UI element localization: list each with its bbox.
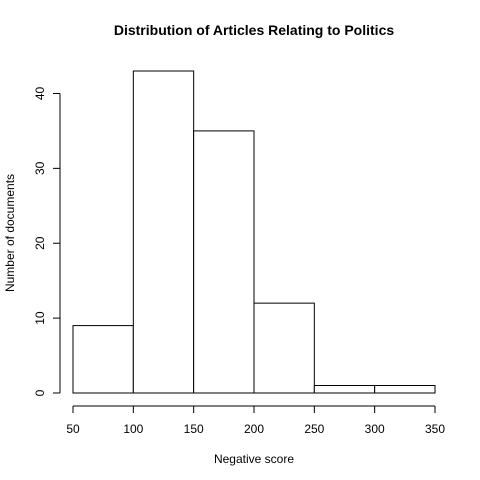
- x-tick-label-1: 100: [123, 422, 143, 436]
- x-axis: 50 100 150 200 250 300 350: [66, 405, 445, 436]
- x-tick-label-0: 50: [66, 422, 80, 436]
- y-tick-label-0: 0: [33, 389, 47, 396]
- y-tick-label-1: 10: [33, 311, 47, 325]
- chart-title: Distribution of Articles Relating to Pol…: [114, 22, 394, 38]
- x-tick-label-6: 350: [425, 422, 445, 436]
- y-tick-label-2: 20: [33, 236, 47, 250]
- histogram-bar-3: [253, 302, 315, 394]
- histogram-bar-0: [72, 325, 134, 394]
- x-tick-label-5: 300: [365, 422, 385, 436]
- y-tick-label-3: 30: [33, 161, 47, 175]
- x-tick-label-2: 150: [184, 422, 204, 436]
- histogram-bar-1: [132, 70, 195, 394]
- x-tick-label-3: 200: [244, 422, 264, 436]
- histogram-bar-5: [374, 385, 436, 394]
- y-tick-label-4: 40: [33, 86, 47, 100]
- y-axis-label: Number of documents: [3, 174, 17, 292]
- x-tick-label-4: 250: [304, 422, 324, 436]
- histogram-bar-4: [313, 385, 376, 394]
- x-axis-label: Negative score: [214, 452, 294, 466]
- histogram-bar-2: [193, 130, 255, 394]
- y-axis: 0 10 20 30 40: [33, 86, 61, 396]
- bars-layer: [72, 70, 436, 394]
